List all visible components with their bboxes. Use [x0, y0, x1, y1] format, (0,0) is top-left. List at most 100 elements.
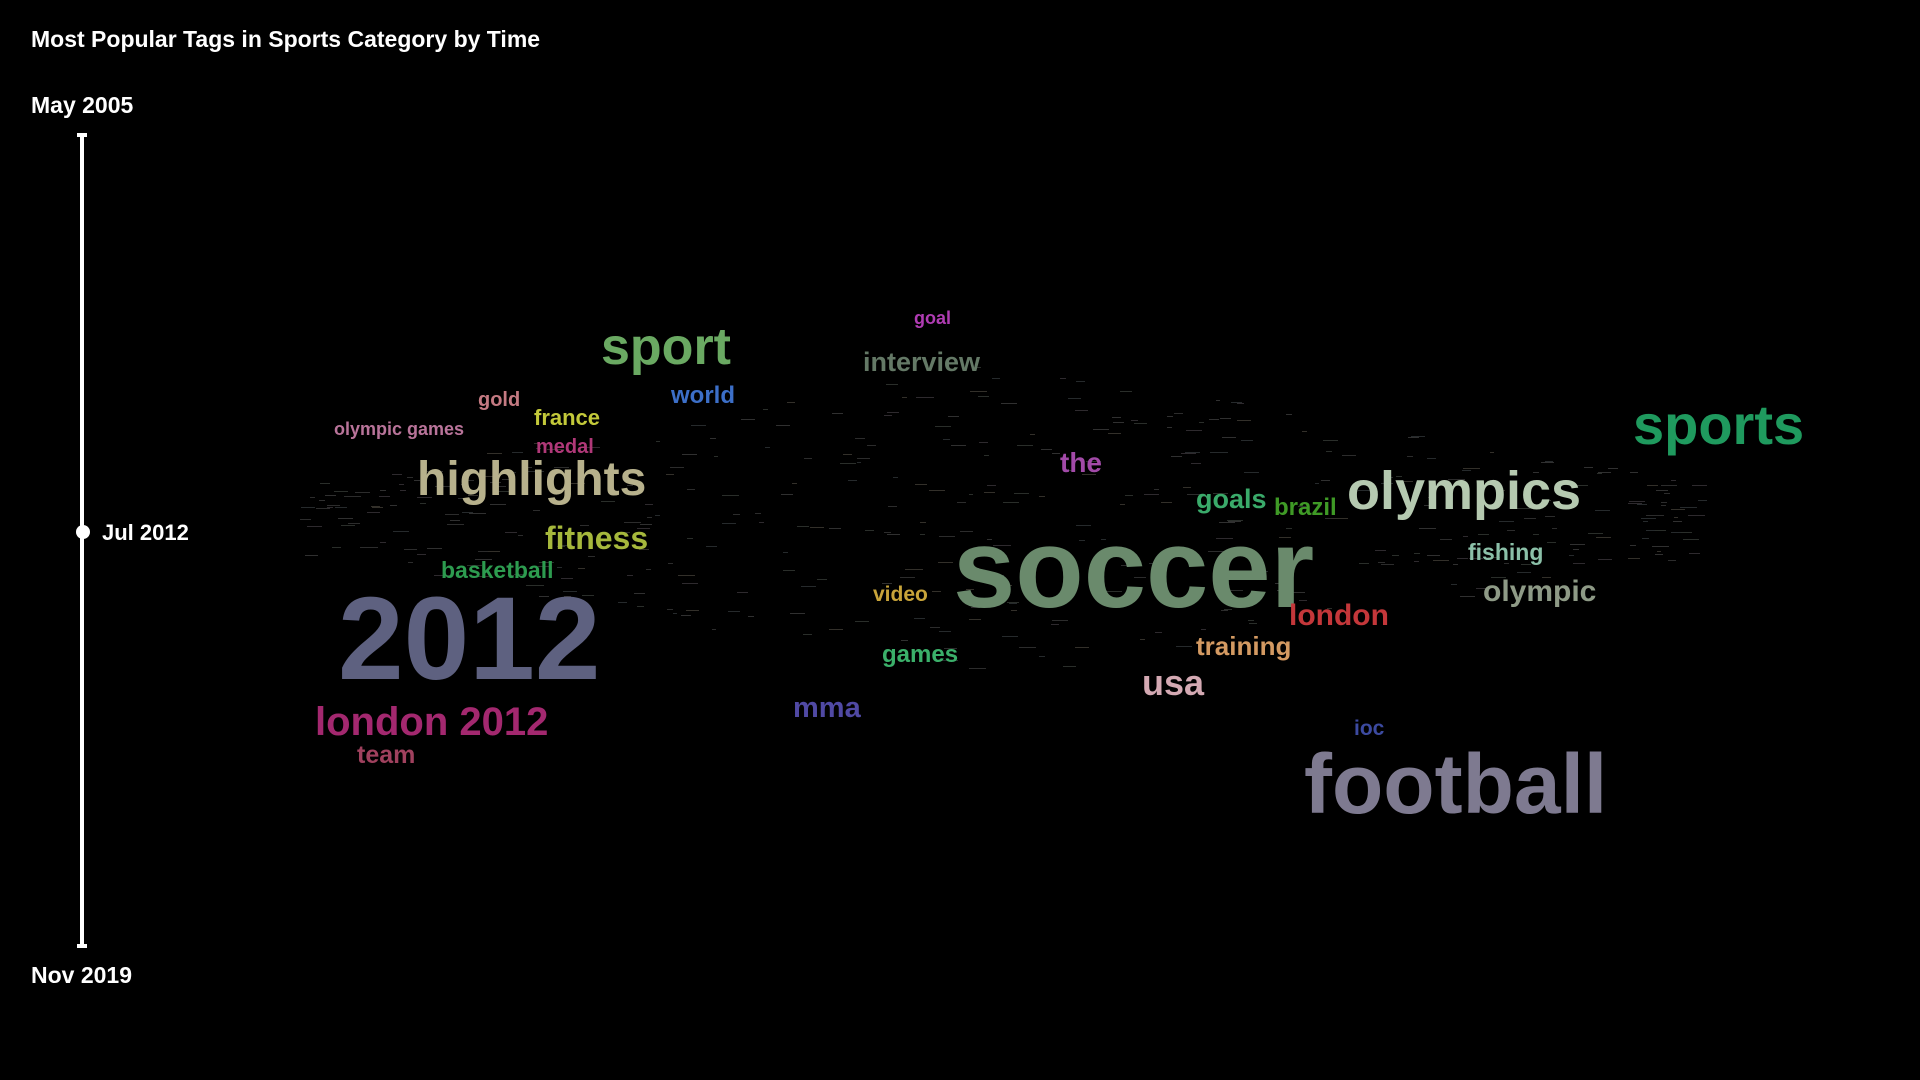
tag-word[interactable]: highlights [417, 453, 647, 506]
noise-mark [722, 494, 739, 496]
noise-mark [727, 610, 740, 612]
noise-mark [1516, 572, 1531, 574]
tag-word[interactable]: fitness [545, 520, 649, 556]
noise-mark [1086, 460, 1102, 462]
noise-mark [1173, 413, 1184, 415]
noise-mark [1113, 421, 1125, 423]
tag-word[interactable]: london [1289, 599, 1389, 632]
tag-word[interactable]: football [1304, 737, 1608, 831]
noise-mark [666, 608, 674, 610]
noise-mark [678, 574, 695, 576]
tag-word[interactable]: games [882, 641, 959, 668]
tag-word[interactable]: medal [536, 436, 594, 458]
tag-word[interactable]: goal [914, 308, 952, 328]
noise-mark [1453, 564, 1458, 566]
tag-word[interactable]: france [534, 405, 601, 430]
noise-mark [970, 607, 980, 608]
timeline-slider[interactable] [77, 133, 87, 948]
noise-mark [1597, 472, 1602, 474]
noise-mark [1144, 493, 1159, 495]
timeline-thumb[interactable] [76, 525, 90, 540]
tag-word[interactable]: olympic games [334, 419, 465, 439]
noise-mark [446, 523, 464, 525]
noise-mark [901, 396, 908, 398]
noise-mark [414, 480, 421, 482]
noise-mark [1181, 452, 1197, 454]
noise-mark [1661, 501, 1667, 503]
noise-mark [561, 545, 569, 547]
tag-word[interactable]: ioc [1354, 717, 1385, 740]
tag-word[interactable]: training [1196, 631, 1292, 661]
noise-mark [467, 565, 483, 567]
noise-mark [1456, 558, 1468, 560]
tag-word[interactable]: olympics [1347, 461, 1582, 521]
tag-word[interactable]: goals [1196, 484, 1267, 514]
tag-word[interactable]: interview [863, 347, 981, 377]
tag-word[interactable]: sport [601, 318, 731, 376]
noise-mark [1287, 591, 1306, 593]
noise-mark [855, 620, 870, 622]
tag-word[interactable]: london 2012 [315, 700, 549, 744]
tag-word[interactable]: mma [793, 692, 861, 724]
noise-mark [1487, 556, 1500, 558]
noise-mark [1380, 563, 1395, 565]
noise-mark [426, 470, 443, 472]
noise-mark [1154, 489, 1160, 491]
noise-mark [325, 495, 337, 497]
tag-word[interactable]: team [357, 741, 416, 769]
noise-mark [1294, 557, 1300, 559]
noise-mark [1120, 391, 1132, 393]
tag-word[interactable]: soccer [953, 506, 1315, 631]
tag-word[interactable]: video [873, 583, 928, 606]
noise-mark [318, 500, 325, 502]
noise-mark [1101, 538, 1106, 540]
noise-mark [618, 601, 628, 603]
noise-mark [1187, 493, 1203, 495]
tag-word[interactable]: sports [1633, 393, 1805, 456]
noise-mark [316, 507, 330, 509]
tag-word[interactable]: world [671, 382, 735, 409]
noise-mark [1679, 506, 1697, 508]
noise-mark [449, 519, 460, 521]
noise-mark [1670, 479, 1676, 481]
noise-mark [392, 474, 402, 476]
noise-mark [507, 471, 516, 473]
noise-mark [1075, 409, 1088, 411]
noise-mark [1514, 508, 1524, 510]
noise-mark [1017, 445, 1034, 447]
noise-mark [398, 484, 405, 486]
noise-mark [865, 530, 875, 532]
tag-word[interactable]: gold [478, 389, 521, 411]
noise-mark [1247, 619, 1255, 621]
noise-mark [1688, 514, 1706, 516]
noise-mark [1628, 501, 1646, 503]
noise-mark [532, 509, 540, 511]
noise-mark [1597, 558, 1613, 560]
noise-mark [487, 550, 500, 552]
noise-mark [1670, 509, 1685, 511]
tag-word[interactable]: the [1060, 447, 1102, 478]
tag-word[interactable]: brazil [1274, 494, 1337, 521]
noise-mark [490, 481, 501, 483]
noise-mark [713, 455, 718, 457]
noise-mark [916, 396, 934, 398]
tag-word[interactable]: olympic [1483, 575, 1597, 608]
noise-mark [644, 504, 653, 506]
noise-mark [1191, 559, 1199, 560]
noise-mark [627, 485, 633, 487]
tag-word[interactable]: 2012 [338, 573, 601, 705]
noise-mark [1568, 555, 1574, 557]
noise-mark [1572, 549, 1579, 551]
noise-mark [565, 544, 573, 546]
noise-mark [1051, 623, 1059, 625]
timeline-bottom-cap [77, 944, 87, 948]
tag-word[interactable]: usa [1142, 662, 1205, 703]
timeline-track[interactable] [80, 133, 84, 948]
tag-word[interactable]: fishing [1468, 539, 1544, 565]
noise-mark [1688, 552, 1700, 554]
tag-word[interactable]: basketball [441, 557, 554, 583]
noise-mark [931, 590, 941, 592]
noise-mark [1278, 536, 1292, 538]
noise-mark [1228, 520, 1242, 522]
noise-mark [580, 524, 589, 526]
